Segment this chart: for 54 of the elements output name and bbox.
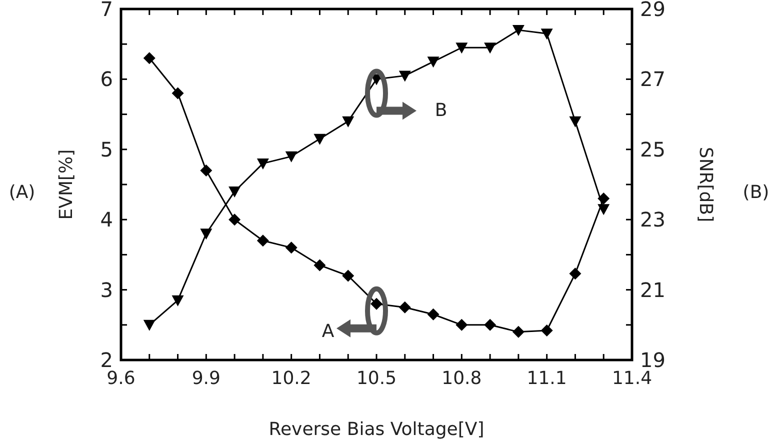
point (256, 158, 269, 170)
point (456, 42, 468, 54)
point (569, 268, 582, 280)
x-tick-label: 9.9 (192, 368, 220, 389)
point (256, 234, 269, 247)
point (314, 134, 326, 145)
y-tick-label: 5 (100, 137, 113, 162)
y-tick-label: 4 (100, 208, 113, 232)
y-tick-label: 3 (100, 278, 113, 302)
point (598, 204, 610, 216)
point (200, 164, 212, 176)
annotation: B (434, 100, 448, 121)
point (427, 56, 440, 68)
point (512, 25, 524, 36)
x-tick-label: 10.2 (271, 368, 312, 389)
point (143, 52, 156, 64)
point (143, 320, 156, 331)
point (342, 116, 354, 128)
point (228, 214, 241, 226)
point (314, 259, 326, 272)
y2-tick-label: 23 (640, 208, 666, 232)
point (540, 324, 553, 337)
point (484, 318, 496, 331)
y2-tick-label: 27 (640, 67, 666, 92)
point (512, 326, 524, 338)
point (285, 242, 298, 254)
point (342, 270, 354, 282)
text: (A) (8, 182, 36, 203)
point (285, 151, 298, 162)
point (398, 301, 411, 314)
y-tick-label: 7 (100, 0, 113, 21)
y2-axis-title: SNR[dB] (695, 146, 716, 222)
x-tick-label: 10.8 (442, 368, 482, 389)
point (172, 295, 184, 306)
point (370, 298, 382, 310)
point (228, 186, 241, 198)
y2-tick-label: 25 (640, 137, 666, 162)
y2-tick-label: 29 (640, 0, 666, 21)
point (172, 87, 184, 100)
point (398, 70, 411, 82)
y2-tick-label: 21 (640, 278, 666, 302)
annotation: A (322, 321, 335, 342)
y-tick-label: 6 (100, 67, 113, 92)
x-tick-label: 10.5 (356, 368, 397, 389)
point (200, 228, 212, 240)
text: (B) (742, 182, 770, 203)
point (569, 116, 582, 128)
y-axis-title: EVM[%] (56, 149, 77, 220)
point (484, 42, 496, 54)
point (456, 318, 468, 331)
x-axis-title: Reverse Bias Voltage[V] (268, 419, 484, 440)
point (427, 308, 440, 320)
point (540, 28, 553, 40)
x-tick-label: 11.1 (526, 368, 567, 389)
